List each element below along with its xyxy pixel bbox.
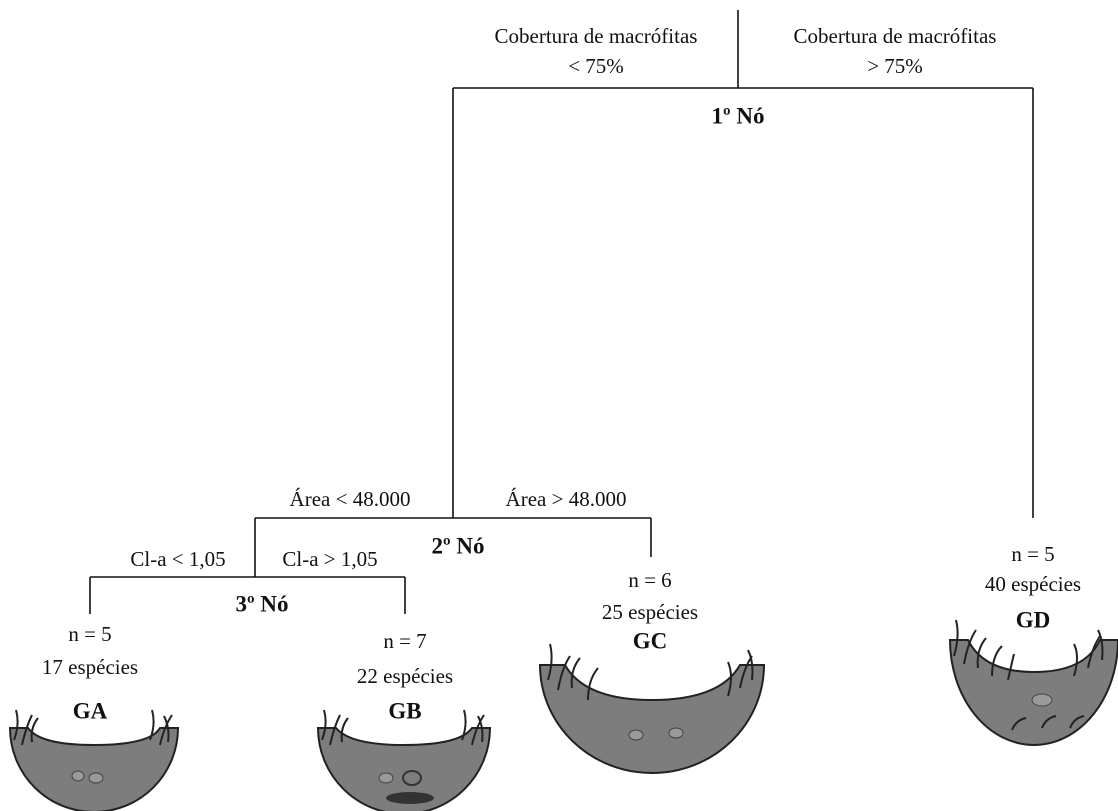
leaf-n: n = 5 <box>1011 542 1054 566</box>
lake-illustration <box>540 644 764 773</box>
leaf-n: n = 7 <box>383 629 426 653</box>
leaf-n: n = 6 <box>628 568 671 592</box>
node-label: 3º Nó <box>236 591 289 616</box>
lake-illustration <box>950 620 1118 745</box>
tree-lines <box>90 10 1033 614</box>
condition: > 75% <box>867 54 923 78</box>
condition: Cl-a > 1,05 <box>282 547 377 571</box>
leaf-species: 40 espécies <box>985 572 1081 596</box>
condition: Cobertura de macrófitas <box>794 24 997 48</box>
leaf-group: GA <box>73 698 108 723</box>
condition: Área > 48.000 <box>506 487 627 511</box>
lake-illustration <box>318 710 490 811</box>
leaf-species: 17 espécies <box>42 655 138 679</box>
condition: < 75% <box>568 54 624 78</box>
node-label: 1º Nó <box>712 103 765 128</box>
condition: Cl-a < 1,05 <box>130 547 225 571</box>
leaf-group: GD <box>1016 607 1051 632</box>
condition: Área < 48.000 <box>290 487 411 511</box>
leaf-group: GC <box>633 628 668 653</box>
leaf-group: GB <box>388 698 421 723</box>
leaf-species: 25 espécies <box>602 600 698 624</box>
tree-diagram: Cobertura de macrófitas < 75% Cobertura … <box>0 0 1118 811</box>
lake-illustration <box>10 710 178 811</box>
node-label: 2º Nó <box>432 533 485 558</box>
leaf-n: n = 5 <box>68 622 111 646</box>
condition: Cobertura de macrófitas <box>495 24 698 48</box>
leaf-species: 22 espécies <box>357 664 453 688</box>
